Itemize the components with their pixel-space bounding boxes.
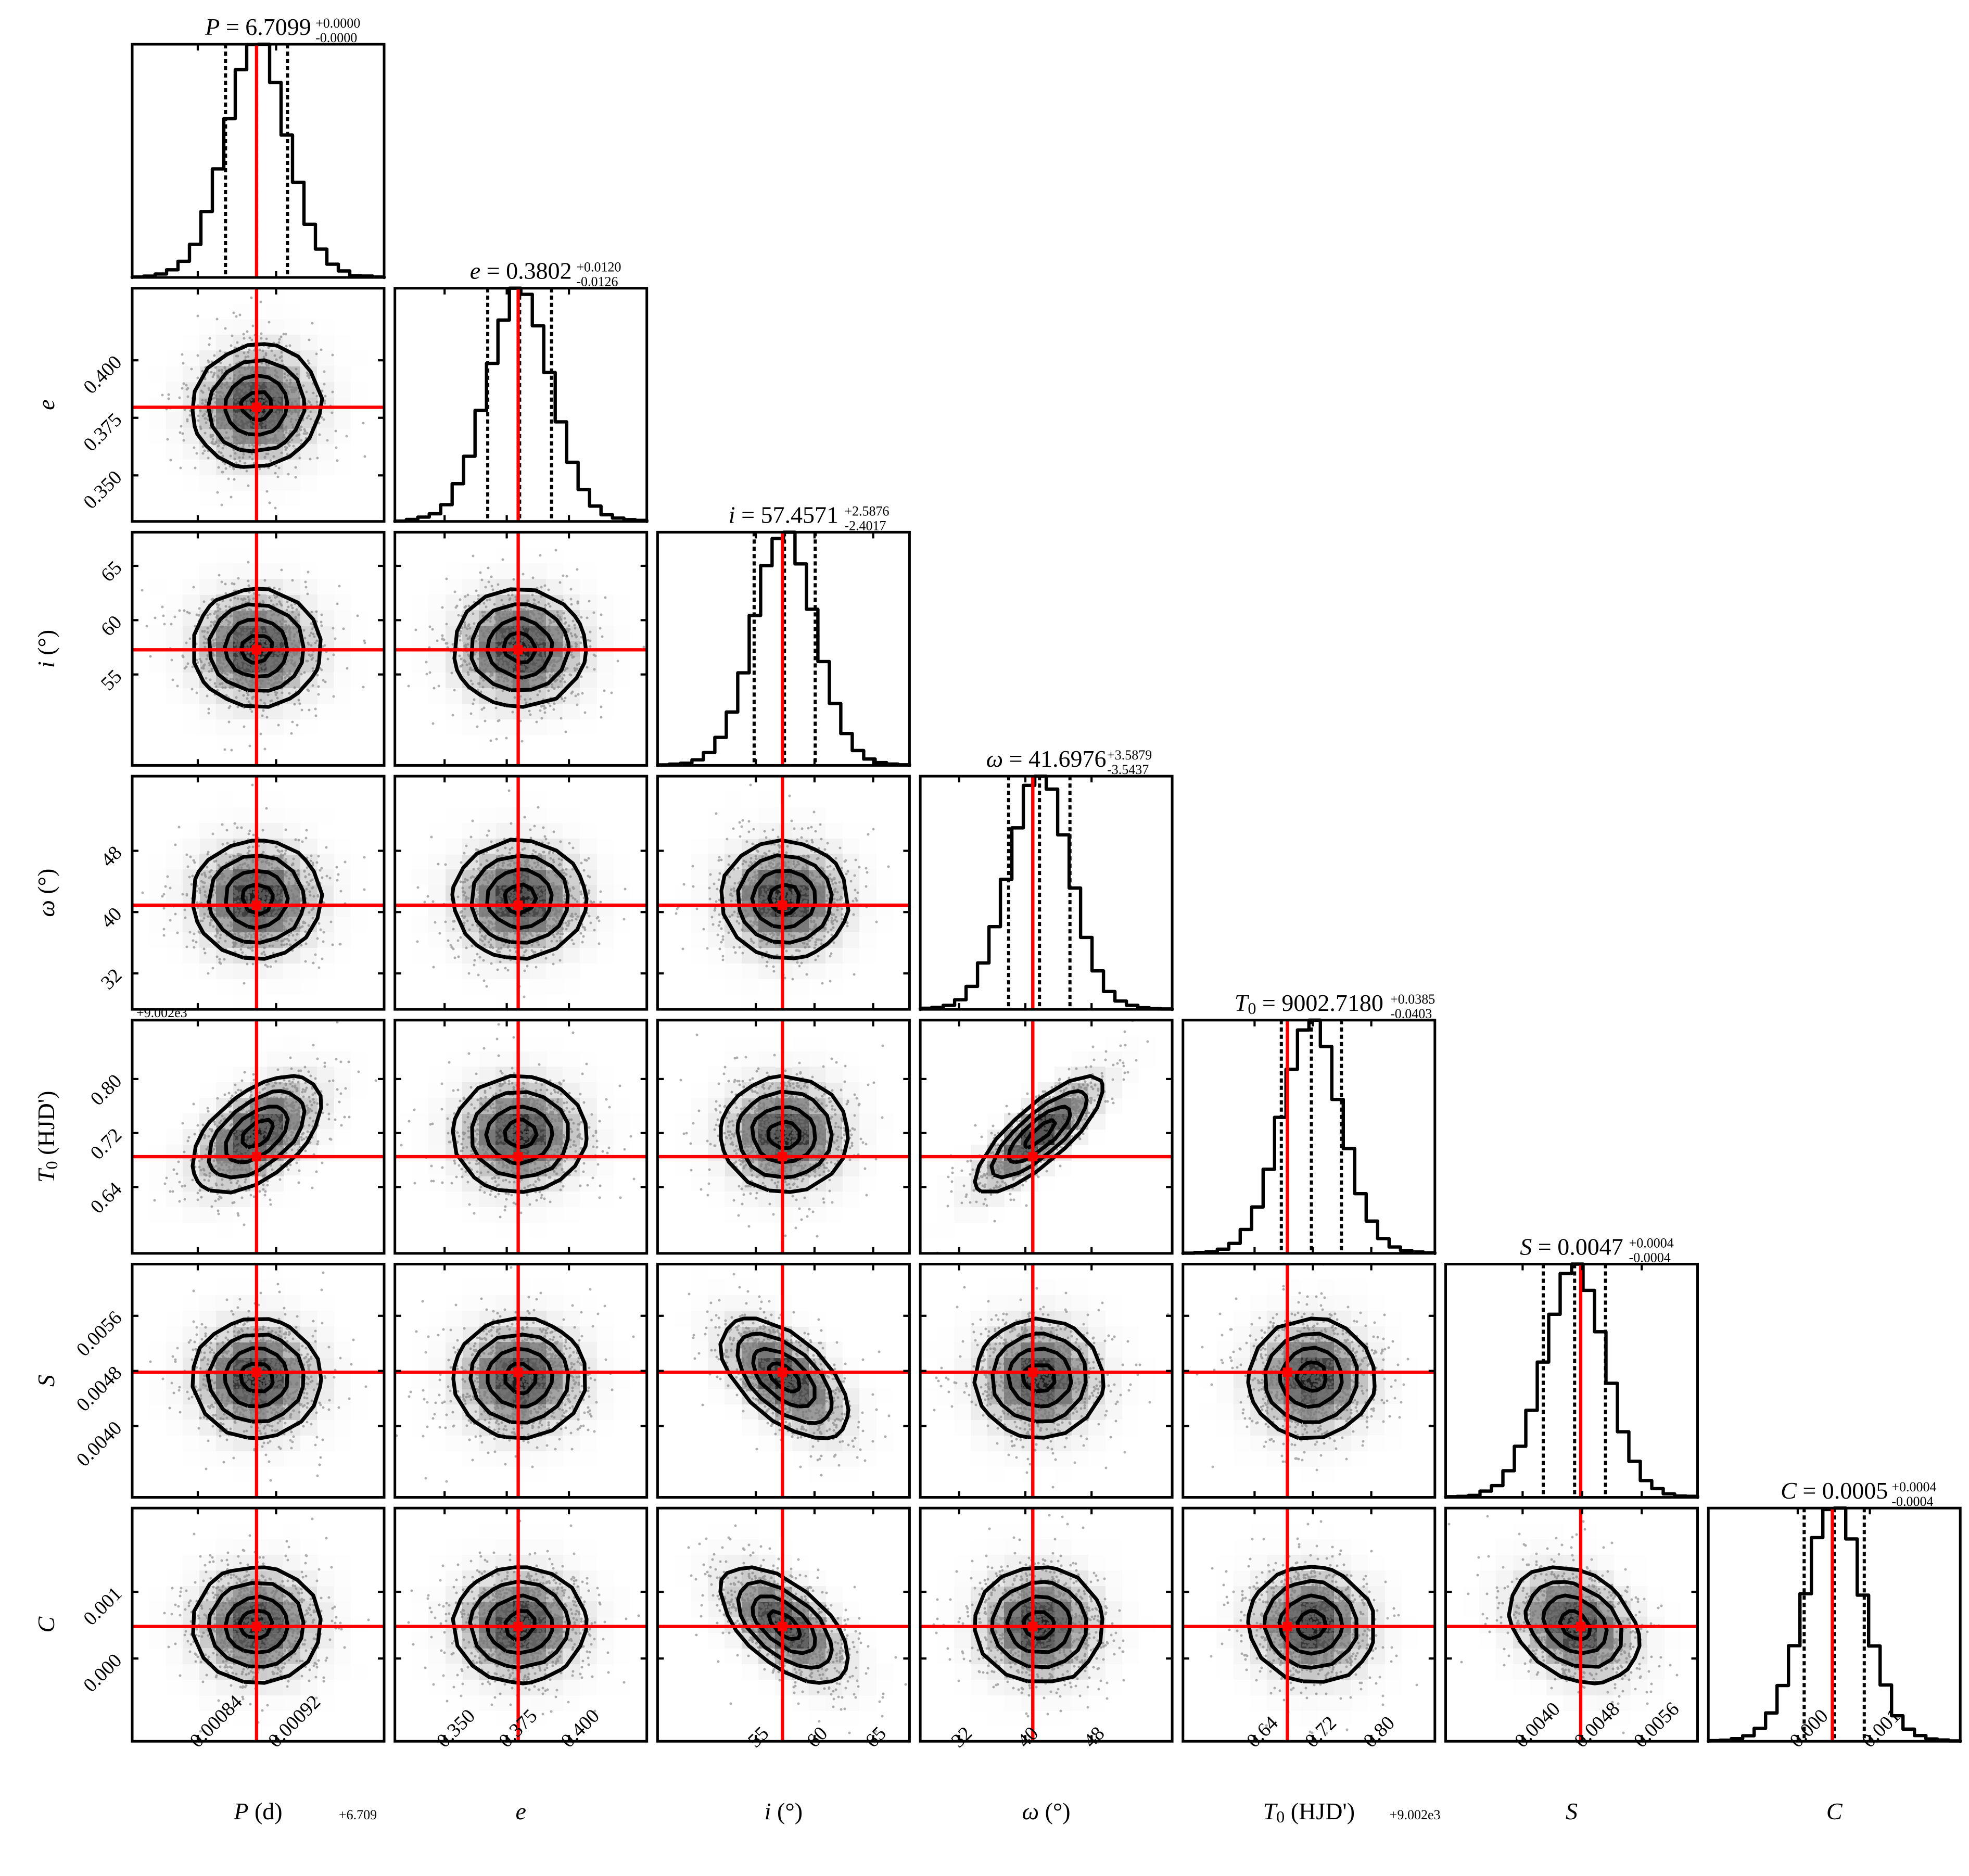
svg-text:+9.002e3: +9.002e3 <box>1390 1807 1441 1822</box>
svg-text:e = 0.3802: e = 0.3802 <box>470 258 572 284</box>
svg-text:T0 = 9002.7180: T0 = 9002.7180 <box>1235 990 1383 1018</box>
svg-text:+9.002e3: +9.002e3 <box>136 1005 187 1020</box>
svg-text:S: S <box>33 1375 59 1387</box>
svg-text:+0.0004: +0.0004 <box>1891 1479 1936 1494</box>
svg-text:+0.0120: +0.0120 <box>576 260 621 275</box>
svg-text:+3.5879: +3.5879 <box>1107 747 1152 763</box>
svg-text:-2.4017: -2.4017 <box>844 518 886 533</box>
svg-text:P = 6.7099: P = 6.7099 <box>205 14 311 40</box>
svg-text:+0.0004: +0.0004 <box>1629 1236 1674 1251</box>
svg-text:-0.0004: -0.0004 <box>1629 1250 1671 1265</box>
svg-text:S: S <box>1566 1798 1578 1824</box>
svg-text:+0.0000: +0.0000 <box>315 16 360 31</box>
svg-text:C = 0.0005: C = 0.0005 <box>1781 1477 1888 1504</box>
svg-text:i (°): i (°) <box>33 630 59 668</box>
svg-text:e: e <box>515 1798 526 1824</box>
svg-text:-0.0000: -0.0000 <box>315 30 357 45</box>
svg-text:i (°): i (°) <box>765 1798 803 1824</box>
svg-text:C: C <box>33 1616 59 1633</box>
svg-text:-0.0403: -0.0403 <box>1390 1006 1432 1021</box>
svg-text:ω (°): ω (°) <box>1022 1798 1071 1824</box>
svg-text:C: C <box>1826 1798 1843 1824</box>
svg-text:e: e <box>33 399 59 410</box>
svg-text:ω = 41.6976: ω = 41.6976 <box>986 745 1107 772</box>
svg-text:-0.0004: -0.0004 <box>1891 1494 1933 1509</box>
svg-text:+6.709: +6.709 <box>339 1807 377 1822</box>
svg-text:S = 0.0047: S = 0.0047 <box>1520 1234 1623 1260</box>
svg-text:i = 57.4571: i = 57.4571 <box>729 501 839 528</box>
svg-text:-0.0126: -0.0126 <box>576 274 618 289</box>
svg-text:ω (°): ω (°) <box>33 869 59 917</box>
svg-text:+0.0385: +0.0385 <box>1390 992 1435 1007</box>
svg-text:-3.5437: -3.5437 <box>1107 762 1149 777</box>
svg-text:P (d): P (d) <box>233 1798 282 1824</box>
svg-text:+2.5876: +2.5876 <box>844 503 889 518</box>
